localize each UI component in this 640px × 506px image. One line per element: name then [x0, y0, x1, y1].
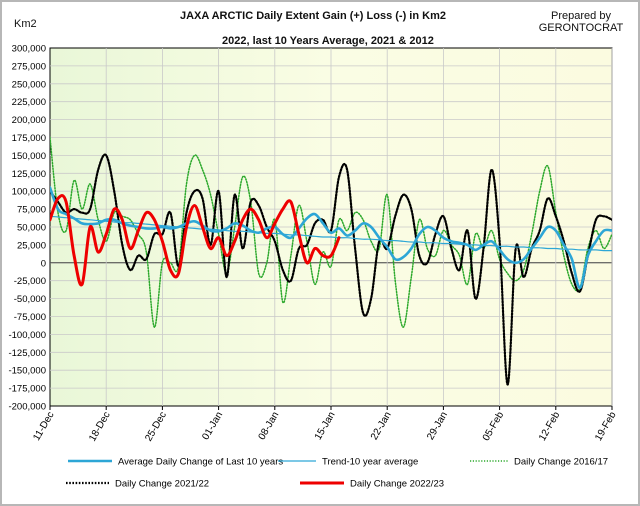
- y-tick-label: 250,000: [12, 79, 46, 90]
- y-tick-label: -25,000: [14, 276, 46, 287]
- y-tick-label: -50,000: [14, 294, 46, 305]
- series-line-average-daily-change-of-last-10-years: [50, 186, 612, 290]
- chart-title: JAXA ARCTIC Daily Extent Gain (+) Loss (…: [180, 10, 446, 22]
- legend-label: Trend-10 year average: [322, 457, 418, 468]
- x-tick-label: 29-Jan: [425, 410, 450, 442]
- series-line-trend-10-year-average: [50, 215, 612, 252]
- x-tick-label: 15-Jan: [313, 410, 338, 442]
- y-tick-label: 100,000: [12, 187, 46, 198]
- y-tick-label: 150,000: [12, 151, 46, 162]
- chart-subtitle: 2022, last 10 Years Average, 2021 & 2012: [222, 35, 434, 47]
- series-group: [50, 136, 612, 386]
- y-tick-label: -175,000: [8, 384, 46, 395]
- x-tick-label: 12-Feb: [537, 410, 563, 443]
- y-tick-label: -100,000: [8, 330, 46, 341]
- y-tick-label: -75,000: [14, 312, 46, 323]
- legend-label: Average Daily Change of Last 10 years: [118, 457, 283, 468]
- x-tick-label: 19-Feb: [593, 410, 619, 443]
- y-tick-label: 275,000: [12, 61, 46, 72]
- x-tick-label: 18-Dec: [87, 410, 113, 443]
- y-tick-label: 225,000: [12, 97, 46, 108]
- series-line-daily-change-2022-23: [50, 193, 341, 287]
- x-tick-label: 05-Feb: [481, 410, 507, 443]
- y-tick-label: 50,000: [17, 223, 46, 234]
- y-tick-label: -200,000: [8, 402, 46, 413]
- y-axis-ticks: 300,000 275,000 250,000 225,000 200,000 175,0…: [8, 44, 46, 413]
- y-tick-label: 75,000: [17, 205, 46, 216]
- legend-label: Daily Change 2016/17: [514, 457, 608, 468]
- series-line-daily-change-2021-22: [50, 153, 612, 386]
- x-axis-ticks: 11-Dec 18-Dec 25-Dec 01-Jan 08-Jan 15-Jan 22-J…: [31, 406, 619, 443]
- credit-label: Prepared by GERONTOCRAT: [538, 10, 624, 34]
- x-tick-label: 25-Dec: [143, 410, 169, 443]
- x-tick-label: 11-Dec: [31, 410, 56, 443]
- y-tick-label: 175,000: [12, 133, 46, 144]
- x-tick-label: 01-Jan: [200, 410, 225, 442]
- y-tick-label: 300,000: [12, 44, 46, 55]
- y-tick-label: 200,000: [12, 115, 46, 126]
- series-line-daily-change-2016-17: [50, 136, 612, 328]
- legend-label: Daily Change 2021/22: [115, 479, 209, 490]
- x-tick-label: 22-Jan: [369, 410, 394, 442]
- y-tick-label: 125,000: [12, 169, 46, 180]
- legend-label: Daily Change 2022/23: [350, 479, 444, 490]
- y-tick-label: -150,000: [8, 366, 46, 377]
- y-tick-label: -125,000: [8, 348, 46, 359]
- legend: Average Daily Change of Last 10 years Tre…: [66, 457, 608, 490]
- y-tick-label: 0: [41, 258, 46, 269]
- y-unit-label: Km2: [14, 18, 37, 30]
- x-tick-label: 08-Jan: [257, 410, 282, 442]
- y-tick-label: 25,000: [17, 240, 46, 251]
